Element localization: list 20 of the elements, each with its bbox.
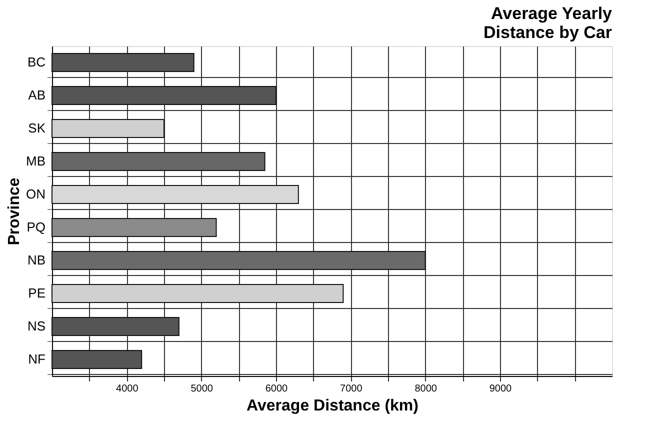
text: Average Yearly — [491, 4, 612, 23]
y-tick-label: NB — [27, 252, 46, 268]
y-tick-label: MB — [26, 154, 46, 168]
y-axis-title: Province — [6, 178, 23, 246]
text: Distance by Car — [484, 23, 612, 42]
y-tick-label: SK — [28, 120, 46, 136]
x-tick-label: 5000 — [190, 384, 214, 394]
y-tick-label: PE — [28, 286, 46, 300]
x-tick-label: 4000 — [116, 384, 139, 394]
x-tick-label: 6000 — [265, 384, 288, 394]
x-axis-title: Average Distance (km) — [246, 398, 418, 414]
y-tick-label: NF — [28, 352, 46, 366]
y-tick-label: NS — [27, 318, 46, 334]
x-tick-label: 8000 — [414, 384, 438, 394]
y-tick-label: ON — [26, 186, 46, 202]
x-tick-label: 7000 — [340, 384, 363, 394]
y-tick-label: AB — [28, 88, 46, 102]
y-tick-label: PQ — [26, 220, 46, 234]
y-tick-label: BC — [27, 54, 46, 70]
x-tick-label: 9000 — [489, 384, 512, 394]
